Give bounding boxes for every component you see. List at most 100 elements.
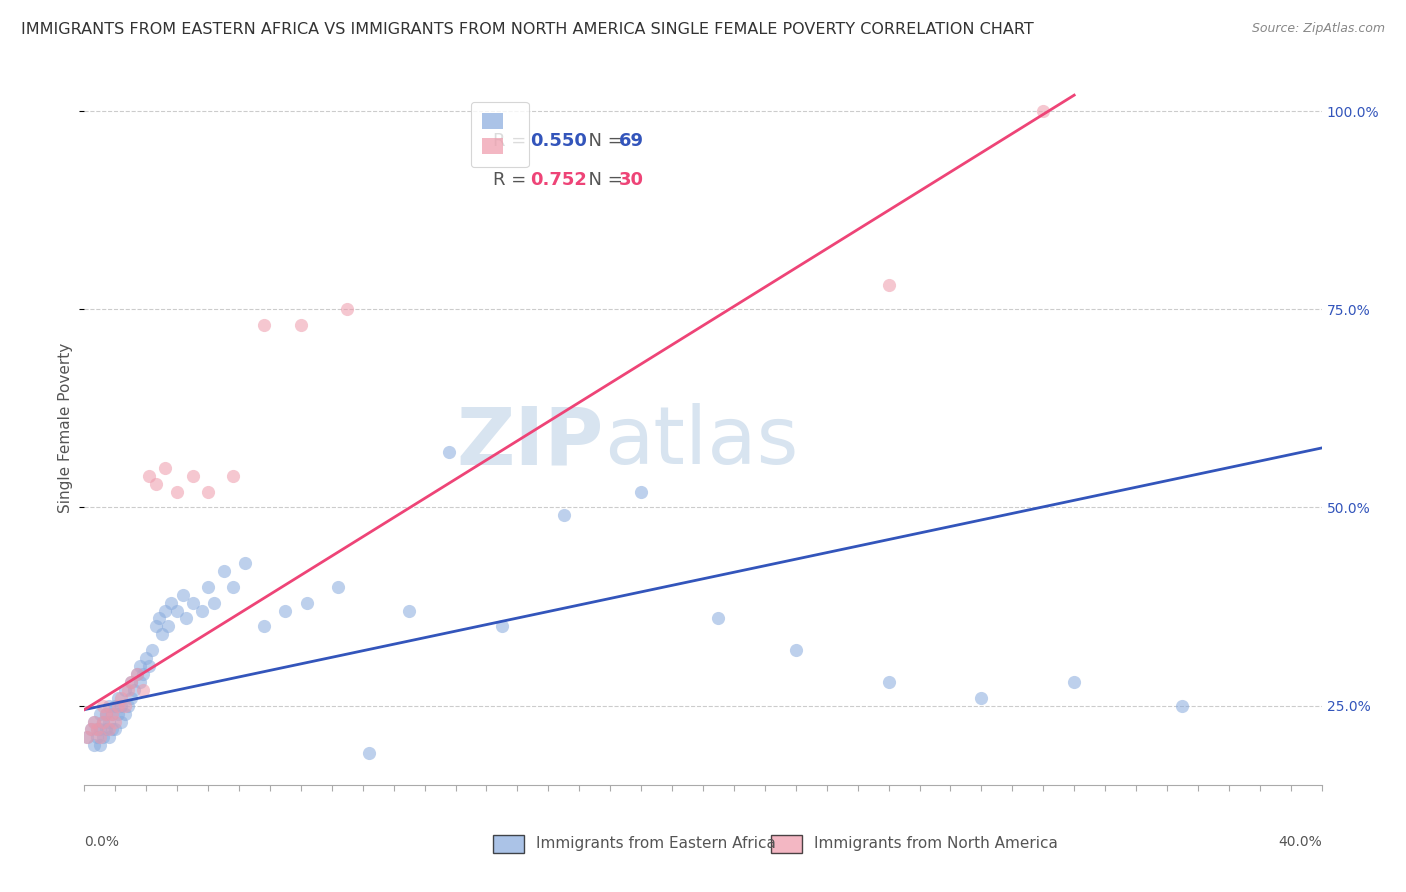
Point [101,723,124,737]
Point [233,556,256,570]
Point [153,603,176,617]
Point [122,682,145,697]
Point [1063,674,1085,689]
Text: Source: ZipAtlas.com: Source: ZipAtlas.com [1251,22,1385,36]
Point [79,723,101,737]
Text: R =: R = [492,132,531,150]
Point [970,690,993,705]
Point [439,445,461,459]
Point [181,596,204,610]
Point [877,278,900,293]
Point [336,302,359,317]
Point [98,731,121,745]
Point [89,723,111,737]
Point [253,318,276,332]
Point [76,731,98,745]
Point [91,714,114,729]
Point [135,651,157,665]
Point [166,484,188,499]
Point [1032,103,1054,118]
Point [295,596,318,610]
Text: 0.752: 0.752 [530,171,586,189]
Text: atlas: atlas [605,403,799,482]
Point [98,723,121,737]
Point [76,731,98,745]
Point [110,698,132,713]
Text: IMMIGRANTS FROM EASTERN AFRICA VS IMMIGRANTS FROM NORTH AMERICA SINGLE FEMALE PO: IMMIGRANTS FROM EASTERN AFRICA VS IMMIGR… [21,22,1033,37]
Point [253,619,276,633]
FancyBboxPatch shape [492,835,523,853]
Text: 0.0%: 0.0% [84,835,120,849]
Point [785,643,807,657]
Legend: , : , [471,102,529,167]
Point [274,603,297,617]
Text: N =: N = [576,132,628,150]
Point [104,714,127,729]
Point [83,739,105,753]
Point [89,731,111,745]
Point [138,659,160,673]
Point [114,706,136,721]
Point [153,460,176,475]
Point [91,714,114,729]
Point [120,690,142,705]
Text: 40.0%: 40.0% [1278,835,1322,849]
Point [176,611,198,625]
Point [491,619,513,633]
Point [98,714,121,729]
Point [197,484,219,499]
Text: 0.550: 0.550 [530,132,586,150]
Point [79,723,101,737]
Point [197,580,219,594]
Point [101,706,124,721]
Point [326,580,349,594]
Point [83,714,105,729]
Point [145,476,167,491]
Text: ZIP: ZIP [457,403,605,482]
Point [107,706,129,721]
Point [141,643,163,657]
Point [138,468,160,483]
Point [290,318,312,332]
Point [172,588,194,602]
Point [150,627,173,641]
Point [120,674,142,689]
Point [877,674,900,689]
Point [148,611,170,625]
Point [110,714,132,729]
Text: 69: 69 [619,132,644,150]
Point [94,706,117,721]
Point [222,580,245,594]
Point [110,690,132,705]
Point [94,723,117,737]
Point [132,667,155,681]
Text: Immigrants from North America: Immigrants from North America [814,836,1059,851]
Point [117,698,139,713]
Point [222,468,245,483]
Point [129,659,152,673]
Point [104,723,127,737]
Point [94,706,117,721]
Point [553,508,575,523]
Point [107,690,129,705]
Point [98,698,121,713]
Text: 30: 30 [619,171,644,189]
Point [89,739,111,753]
Text: R =: R = [492,171,531,189]
Text: N =: N = [576,171,628,189]
Point [166,603,188,617]
Point [91,731,114,745]
Point [398,603,420,617]
Y-axis label: Single Female Poverty: Single Female Poverty [58,343,73,513]
Point [181,468,204,483]
Point [86,723,108,737]
Point [630,484,652,499]
Point [120,674,142,689]
Text: Immigrants from Eastern Africa: Immigrants from Eastern Africa [536,836,776,851]
Point [145,619,167,633]
Point [86,731,108,745]
Point [104,698,127,713]
Point [212,564,235,578]
Point [156,619,179,633]
Point [132,682,155,697]
